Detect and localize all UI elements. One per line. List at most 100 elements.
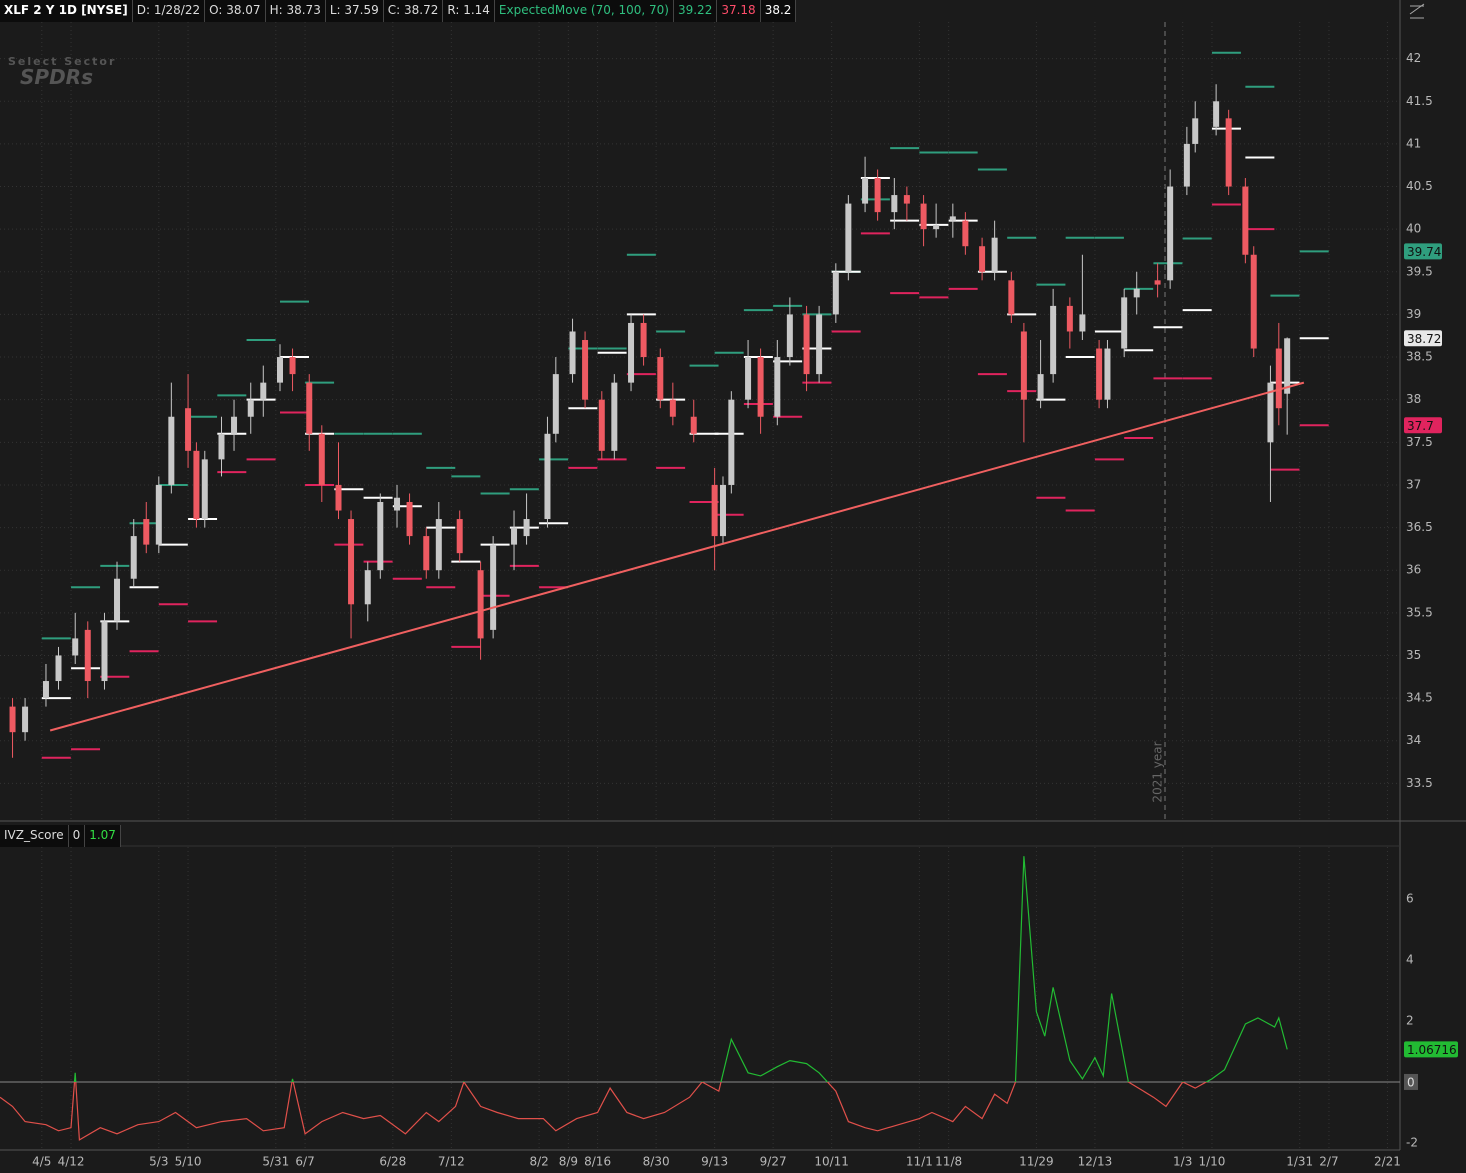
candle-body: [231, 416, 238, 434]
settings-icon[interactable]: [1409, 3, 1425, 19]
candle-body: [1133, 288, 1140, 298]
candle-body: [569, 331, 576, 375]
candle-body: [456, 519, 463, 554]
candle-body: [757, 357, 764, 417]
y-tick-label: 38.5: [1406, 350, 1433, 364]
candle-body: [1242, 186, 1249, 255]
study-name[interactable]: IVZ_Score: [0, 825, 69, 847]
y-tick-label: 40.5: [1406, 179, 1433, 193]
y-tick-label: 39: [1406, 307, 1421, 321]
candle-body: [84, 629, 91, 682]
y-tick-label: 33.5: [1406, 776, 1433, 790]
x-tick-label: 8/16: [584, 1155, 611, 1169]
x-tick-label: 1/10: [1198, 1155, 1225, 1169]
y-tick-label: 41: [1406, 136, 1421, 150]
y-tick-label: 34.5: [1406, 691, 1433, 705]
candle-body: [335, 484, 342, 511]
chart-header: XLF 2 Y 1D [NYSE] D: 1/28/22 O: 38.07 H:…: [0, 0, 797, 22]
logo-line: SPDRs: [20, 65, 93, 89]
field: O: 38.07: [205, 0, 266, 22]
logo-line: Select Sector: [8, 55, 117, 68]
field: H: 38.73: [266, 0, 326, 22]
x-tick-label: 11/29: [1019, 1155, 1054, 1169]
candle-body: [582, 340, 589, 400]
field: D: 1/28/22: [133, 0, 206, 22]
x-tick-label: 2/7: [1319, 1155, 1338, 1169]
study-value: 37.18: [717, 0, 761, 22]
field-label: H:: [269, 3, 283, 17]
x-tick-label: 11/8: [935, 1155, 962, 1169]
y-tick-label: 38: [1406, 392, 1421, 406]
candle-body: [719, 484, 726, 537]
candle-body: [979, 246, 986, 272]
y-tick-label: 34: [1406, 733, 1421, 747]
study-value: 38.2: [761, 0, 797, 22]
y-tick-label: 37.5: [1406, 435, 1433, 449]
study-value: 1.07: [85, 825, 121, 847]
y-tick-label: 39.5: [1406, 264, 1433, 278]
candle-body: [1037, 374, 1044, 400]
candle-body: [1066, 305, 1073, 332]
y-tick-label: 37: [1406, 477, 1421, 491]
candle-body: [611, 382, 618, 451]
candle-body: [377, 501, 384, 571]
candle-body: [845, 203, 852, 272]
zero-label-box: [1404, 1073, 1418, 1090]
candle-body: [277, 357, 283, 383]
candle-body: [168, 416, 175, 485]
last-value-box: [1404, 1041, 1458, 1058]
y-tick-label: 36: [1406, 563, 1421, 577]
field: C: 38.72: [384, 0, 444, 22]
candle-body: [260, 382, 267, 400]
candle-body: [745, 357, 752, 400]
candle-body: [9, 706, 16, 733]
candle-body: [816, 314, 823, 375]
candle-body: [130, 536, 137, 579]
price-label: 37.7: [1407, 419, 1434, 433]
candle-body: [903, 195, 910, 204]
x-tick-label: 2/21: [1374, 1155, 1401, 1169]
field-label: L:: [329, 3, 341, 17]
y-tick-label: 42: [1406, 51, 1421, 65]
candle-body: [628, 322, 635, 383]
x-tick-label: 8/30: [643, 1155, 670, 1169]
candle-body: [201, 459, 208, 520]
ivz-line-negative: [0, 1081, 1208, 1141]
candle-body: [1192, 118, 1199, 144]
candle-body: [640, 322, 647, 358]
candle-body: [1225, 118, 1232, 187]
x-tick-label: 5/3: [149, 1155, 168, 1169]
candle-body: [711, 484, 718, 537]
study-value: 0: [69, 825, 86, 847]
price-label-box: [1404, 330, 1442, 347]
field-value: 1.14: [463, 3, 490, 17]
candle-body: [114, 578, 121, 622]
x-tick-label: 12/13: [1078, 1155, 1113, 1169]
candle-body: [862, 178, 869, 204]
symbol[interactable]: XLF 2 Y 1D [NYSE]: [0, 0, 133, 22]
candle-body: [991, 237, 998, 272]
field-label: O:: [209, 3, 223, 17]
candle-body: [544, 433, 551, 520]
candle-body: [832, 271, 839, 315]
y-tick-label: 35: [1406, 648, 1421, 662]
candle-body: [657, 357, 664, 400]
study-name[interactable]: ExpectedMove (70, 100, 70): [495, 0, 674, 22]
candle-body: [490, 544, 497, 630]
candle-body: [42, 681, 49, 699]
candle-body: [318, 433, 325, 485]
candle-body: [218, 433, 225, 460]
candle-body: [1250, 254, 1257, 349]
y-tick-label: 41.5: [1406, 94, 1433, 108]
x-tick-label: 9/27: [760, 1155, 787, 1169]
year-annotation: 2021 year: [1151, 741, 1165, 802]
candle-body: [423, 536, 430, 571]
candle-body: [247, 399, 254, 417]
candle-body: [933, 224, 940, 230]
candle-body: [669, 399, 676, 417]
y-tick-label: 6: [1406, 891, 1414, 905]
x-tick-label: 1/3: [1173, 1155, 1192, 1169]
x-tick-label: 7/12: [438, 1155, 465, 1169]
